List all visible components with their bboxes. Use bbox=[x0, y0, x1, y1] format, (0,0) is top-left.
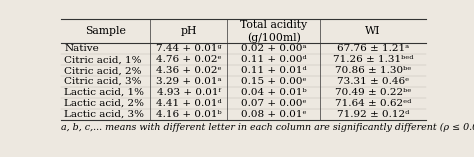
Text: WI: WI bbox=[365, 26, 381, 36]
Text: 4.41 + 0.01ᵈ: 4.41 + 0.01ᵈ bbox=[156, 99, 222, 108]
Text: pH: pH bbox=[181, 26, 197, 36]
Text: 73.31 ± 0.46ᵉ: 73.31 ± 0.46ᵉ bbox=[337, 77, 409, 86]
Text: 0.11 + 0.00ᵈ: 0.11 + 0.00ᵈ bbox=[241, 55, 307, 64]
Text: a, b, c,... means with different letter in each column are significantly differe: a, b, c,... means with different letter … bbox=[61, 123, 474, 132]
Text: 0.07 + 0.00ᵉ: 0.07 + 0.00ᵉ bbox=[241, 99, 306, 108]
Text: 7.44 + 0.01ᵍ: 7.44 + 0.01ᵍ bbox=[156, 44, 222, 53]
Text: 71.26 ± 1.31ᵇᵉᵈ: 71.26 ± 1.31ᵇᵉᵈ bbox=[333, 55, 413, 64]
Text: Lactic acid, 3%: Lactic acid, 3% bbox=[64, 110, 144, 119]
Text: Lactic acid, 1%: Lactic acid, 1% bbox=[64, 88, 144, 97]
Text: Citric acid, 1%: Citric acid, 1% bbox=[64, 55, 142, 64]
Text: 71.92 ± 0.12ᵈ: 71.92 ± 0.12ᵈ bbox=[337, 110, 409, 119]
Text: Native: Native bbox=[64, 44, 99, 53]
Text: 0.15 + 0.00ᵉ: 0.15 + 0.00ᵉ bbox=[241, 77, 306, 86]
Text: Lactic acid, 2%: Lactic acid, 2% bbox=[64, 99, 144, 108]
Text: 67.76 ± 1.21ᵃ: 67.76 ± 1.21ᵃ bbox=[337, 44, 409, 53]
Text: Citric acid, 3%: Citric acid, 3% bbox=[64, 77, 142, 86]
Text: Sample: Sample bbox=[85, 26, 126, 36]
Text: 0.02 + 0.00ᵃ: 0.02 + 0.00ᵃ bbox=[241, 44, 306, 53]
Text: 0.04 + 0.01ᵇ: 0.04 + 0.01ᵇ bbox=[241, 88, 306, 97]
Text: 4.16 + 0.01ᵇ: 4.16 + 0.01ᵇ bbox=[156, 110, 221, 119]
Text: 70.86 ± 1.30ᵇᵉ: 70.86 ± 1.30ᵇᵉ bbox=[335, 66, 411, 75]
Text: 0.08 + 0.01ᵉ: 0.08 + 0.01ᵉ bbox=[241, 110, 306, 119]
Text: 71.64 ± 0.62ᵉᵈ: 71.64 ± 0.62ᵉᵈ bbox=[335, 99, 411, 108]
Text: 3.29 + 0.01ᵃ: 3.29 + 0.01ᵃ bbox=[156, 77, 221, 86]
Text: 4.36 + 0.02ᵉ: 4.36 + 0.02ᵉ bbox=[156, 66, 221, 75]
Text: 70.49 ± 0.22ᵇᵉ: 70.49 ± 0.22ᵇᵉ bbox=[335, 88, 411, 97]
Text: 4.93 + 0.01ᶠ: 4.93 + 0.01ᶠ bbox=[157, 88, 220, 97]
Text: Citric acid, 2%: Citric acid, 2% bbox=[64, 66, 142, 75]
Text: 0.11 + 0.01ᵈ: 0.11 + 0.01ᵈ bbox=[241, 66, 307, 75]
Text: Total acidity
(g/100ml): Total acidity (g/100ml) bbox=[240, 20, 307, 43]
Text: 4.76 + 0.02ᵉ: 4.76 + 0.02ᵉ bbox=[156, 55, 221, 64]
